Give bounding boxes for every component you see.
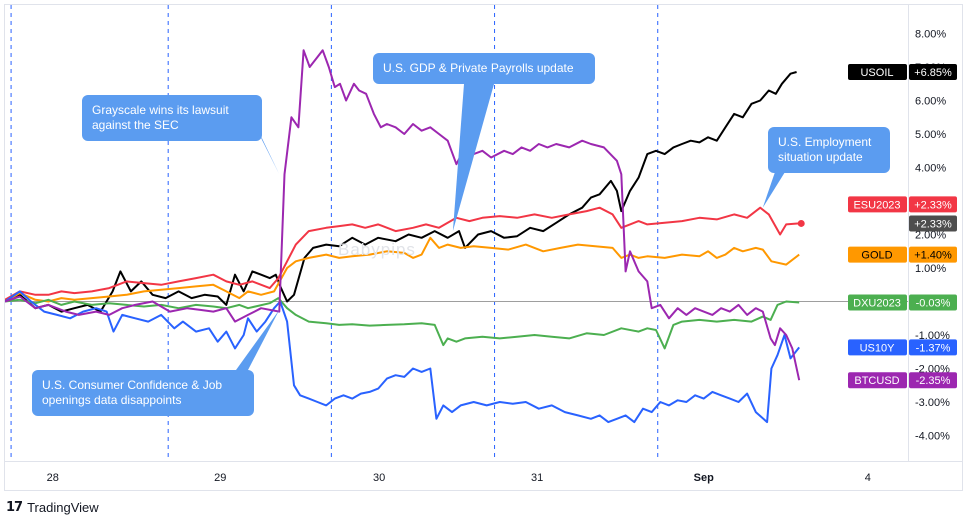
price-value-text-1: +2.33%: [914, 199, 952, 211]
series-name-tag-3: [848, 246, 907, 263]
series-line-dxu2023: [4, 297, 800, 350]
y-tick-label-11: -4.00%: [915, 431, 950, 443]
watermark: Babypips: [338, 240, 416, 259]
axes: 8.00%7.00%6.00%5.00%4.00%3.00%2.00%1.00%…: [4, 4, 963, 491]
price-value-tag-0: [909, 64, 957, 81]
price-value-text-4: -0.03%: [916, 298, 951, 310]
price-value-tag-6: [909, 372, 957, 389]
y-tick-label-2: 6.00%: [915, 96, 946, 108]
y-tick-label-6: 2.00%: [915, 230, 946, 242]
price-value-text-2: +2.33%: [914, 218, 952, 230]
tradingview-brand-name: TradingView: [27, 500, 99, 515]
annotation-pointer-grayscale: [258, 130, 280, 175]
chart-frame: [4, 4, 963, 491]
tradingview-logo[interactable]: 17 TradingView: [6, 500, 99, 515]
series-name-tag-5: [848, 339, 907, 356]
x-tick-label-1: 29: [214, 472, 226, 484]
annotation-grayscale: Grayscale wins its lawsuit against the S…: [82, 95, 262, 141]
x-tick-label-2: 30: [373, 472, 385, 484]
annotation-confidence: U.S. Consumer Confidence & Job openings …: [32, 370, 254, 416]
price-value-text-6: -2.35%: [916, 375, 951, 387]
price-value-tag-4: [909, 294, 957, 311]
x-tick-label-5: 4: [865, 472, 871, 484]
series-line-usoil: [4, 71, 797, 313]
y-tick-label-0: 8.00%: [915, 29, 946, 41]
price-value-tag-1: [909, 196, 957, 213]
series-name-tag-1: [848, 196, 907, 213]
series-name-tag-0: [848, 64, 907, 81]
annotation-pointer-gdp: [452, 84, 494, 232]
price-value-tag-2: [909, 215, 957, 232]
y-tick-label-8: -1.00%: [915, 330, 950, 342]
annotation-gdp: U.S. GDP & Private Payrolls update: [373, 53, 595, 84]
price-value-tag-5: [909, 339, 957, 356]
annotation-employment: U.S. Employment situation update: [768, 127, 890, 173]
y-tick-label-7: 1.00%: [915, 263, 946, 275]
tradingview-logo-icon: 17: [6, 500, 23, 515]
series-name-text-5: US10Y: [860, 342, 896, 354]
series-name-text-4: DXU2023: [853, 298, 901, 310]
price-value-text-3: +1.40%: [914, 250, 952, 262]
price-value-tag-3: [909, 246, 957, 263]
x-tick-label-3: 31: [531, 472, 543, 484]
price-value-text-5: -1.37%: [916, 342, 951, 354]
series-line-btcusd: [4, 49, 801, 381]
series-line-us10y: [4, 290, 800, 424]
series-name-tag-4: [848, 294, 907, 311]
price-labels: USOIL +6.85% ESU2023 +2.33% +2.33% GOLD +1.40%…: [848, 64, 957, 389]
x-tick-label-4: Sep: [694, 472, 714, 484]
series-name-text-0: USOIL: [860, 67, 893, 79]
series-name-tag-6: [848, 372, 907, 389]
y-tick-label-3: 5.00%: [915, 129, 946, 141]
y-tick-label-10: -3.00%: [915, 397, 950, 409]
series-lines: [4, 49, 805, 424]
last-value-dot: [797, 219, 805, 227]
y-tick-label-4: 4.00%: [915, 163, 946, 175]
series-line-gold: [4, 236, 800, 303]
annotation-pointer-confidence: [236, 309, 280, 370]
annotation-pointer-employment: [762, 172, 785, 208]
price-value-text-0: +6.85%: [914, 67, 952, 79]
series-name-text-6: BTCUSD: [854, 375, 899, 387]
annotation-pointers: [236, 84, 785, 370]
series-name-text-1: ESU2023: [853, 199, 900, 211]
series-name-text-3: GOLD: [861, 250, 892, 262]
x-tick-label-0: 28: [47, 472, 59, 484]
series-line-esu2023: [4, 206, 800, 301]
